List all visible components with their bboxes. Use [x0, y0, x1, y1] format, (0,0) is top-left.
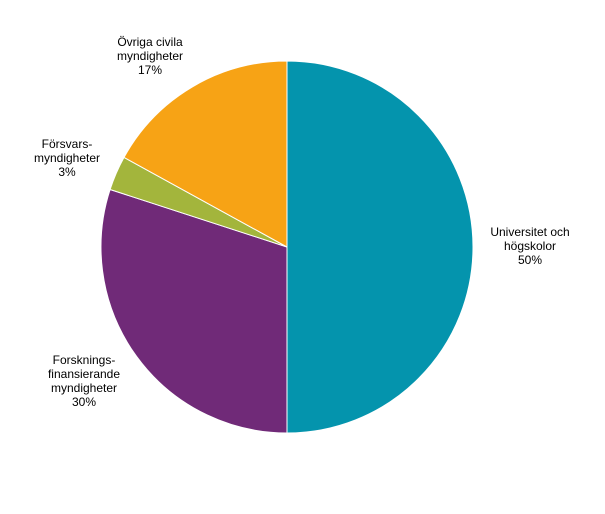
- pie-labels: Universitet och högskolor 50% Forsknings-fi…: [34, 35, 570, 409]
- slice-value-label: 50%: [518, 253, 542, 267]
- slice-value-label: 17%: [138, 63, 162, 77]
- slice-name-line: finansierande: [48, 367, 120, 381]
- pie-slice: [286, 60, 474, 434]
- slice-label: Universitet och högskolor 50%: [490, 225, 569, 267]
- slice-name-line: Försvars-: [42, 137, 93, 151]
- slice-label: Forsknings-finansierande myndigheter 30%: [48, 353, 120, 409]
- slice-name-line: Forsknings-: [53, 353, 116, 367]
- slice-name-line: högskolor: [504, 239, 556, 253]
- pie-slices: [100, 60, 474, 434]
- slice-label: Försvars-myndigheter 3%: [34, 137, 100, 179]
- slice-name-line: Universitet och: [490, 225, 569, 239]
- slice-name-line: myndigheter: [51, 381, 117, 395]
- pie-slice: [100, 188, 288, 434]
- slice-name-line: Övriga civila: [117, 35, 183, 49]
- slice-label: Övriga civila myndigheter 17%: [117, 35, 183, 77]
- pie-slice: [123, 60, 288, 248]
- slice-name-line: myndigheter: [117, 49, 183, 63]
- slice-name-line: myndigheter: [34, 151, 100, 165]
- slice-value-label: 3%: [58, 165, 76, 179]
- slice-value-label: 30%: [72, 395, 96, 409]
